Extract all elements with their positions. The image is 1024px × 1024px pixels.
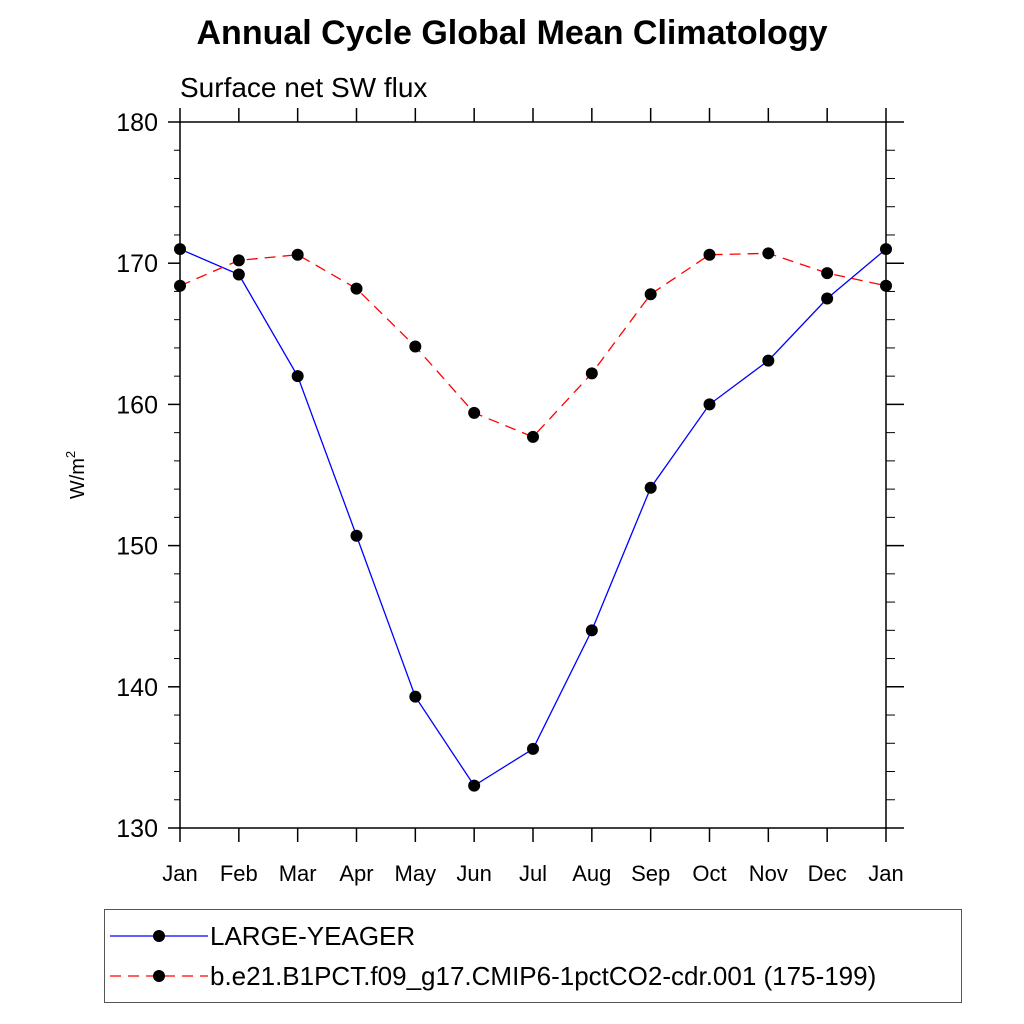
series-1-point: [821, 267, 834, 280]
series-0-point: [703, 398, 716, 411]
series-0-point: [585, 624, 598, 637]
series-1-point: [880, 279, 892, 292]
legend-box: [104, 909, 962, 1003]
x-tick-label: Jan: [868, 861, 903, 886]
series-0-point: [409, 690, 422, 703]
x-tick-label: Apr: [339, 861, 373, 886]
x-tick-label: Mar: [279, 861, 317, 886]
series-1-point: [409, 340, 422, 353]
x-tick-label: May: [395, 861, 437, 886]
x-tick-label: Oct: [692, 861, 726, 886]
series-line-1: [179, 252, 887, 438]
y-tick-label: 160: [116, 391, 158, 419]
y-tick-label: 180: [116, 109, 158, 137]
series-1-point: [468, 406, 481, 419]
chart-title: Annual Cycle Global Mean Climatology: [196, 14, 828, 52]
series-0-point: [350, 529, 363, 542]
series-1-point: [585, 367, 598, 380]
x-tick-label: Dec: [808, 861, 847, 886]
plot-frame: [179, 121, 887, 829]
x-tick-label: Nov: [749, 861, 788, 886]
series-0-point: [644, 481, 657, 494]
x-tick-label: Aug: [572, 861, 611, 886]
series-1-point: [174, 279, 186, 292]
series-0-point: [821, 292, 834, 305]
legend-marker-1: [153, 970, 165, 982]
series-line-0: [179, 248, 887, 787]
x-tick-label: Jul: [519, 861, 547, 886]
x-tick-label: Sep: [631, 861, 670, 886]
legend-marker-0: [153, 930, 165, 942]
series-1-point: [703, 248, 716, 261]
y-tick-label: 170: [116, 250, 158, 278]
series-0-point: [291, 370, 304, 383]
y-tick-label: 150: [116, 533, 158, 561]
series-1-point: [232, 254, 245, 267]
series-1-point: [291, 248, 304, 261]
series-0-point: [527, 742, 539, 755]
legend-label-1: b.e21.B1PCT.f09_g17.CMIP6-1pctCO2-cdr.00…: [210, 961, 876, 991]
y-axis-label: W/m2: [63, 451, 89, 499]
series-0-point: [174, 243, 186, 256]
x-tick-label: Feb: [220, 861, 258, 886]
series-0-point: [762, 354, 775, 367]
y-tick-label: 140: [116, 674, 158, 702]
series-1-point: [762, 247, 775, 260]
legend-label-0: LARGE-YEAGER: [210, 921, 415, 951]
series-1-point: [350, 282, 363, 295]
y-tick-label: 130: [116, 815, 158, 843]
series-0-point: [468, 779, 481, 792]
series-1-point: [644, 288, 657, 301]
series-0-point: [880, 243, 892, 256]
series-1-point: [527, 430, 539, 443]
x-tick-label: Jun: [456, 861, 491, 886]
chart-subtitle: Surface net SW flux: [180, 72, 428, 103]
x-tick-label: Jan: [162, 861, 197, 886]
series-0-point: [232, 268, 245, 281]
